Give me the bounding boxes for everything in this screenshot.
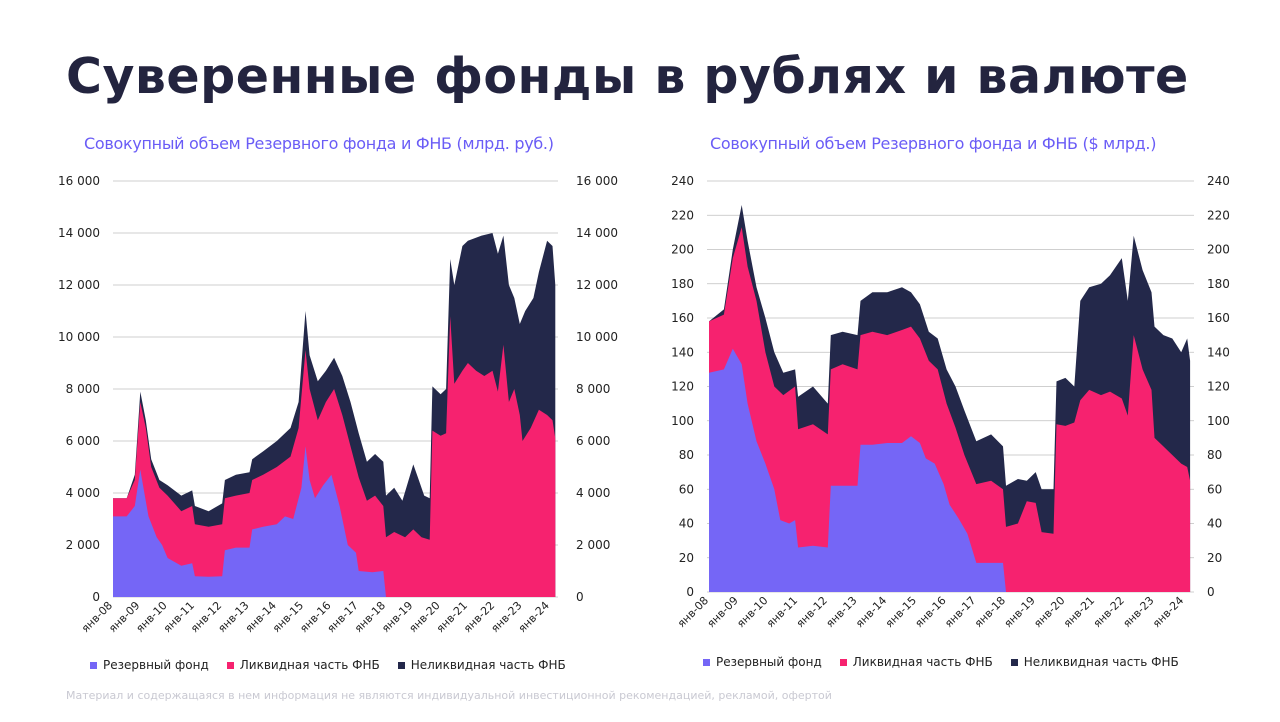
legend-label: Неликвидная часть ФНБ xyxy=(410,658,566,672)
y-tick-label-left: 10 000 xyxy=(58,330,100,344)
area-series-reserve xyxy=(113,446,561,597)
y-tick-label-right: 12 000 xyxy=(576,278,618,292)
y-tick-label-right: 10 000 xyxy=(576,330,618,344)
y-tick-label-left: 2 000 xyxy=(66,538,100,552)
area-series-liquid xyxy=(113,316,556,597)
disclaimer: Материал и содержащаяся в нем информация… xyxy=(66,689,832,702)
legend-item-liquid: Ликвидная часть ФНБ xyxy=(839,655,993,669)
legend-swatch-illiquid xyxy=(397,661,405,669)
y-tick-label-left: 6 000 xyxy=(66,434,100,448)
y-tick-label-right: 8 000 xyxy=(576,382,610,396)
y-tick-label-left: 0 xyxy=(92,590,100,604)
chart-title-rub: Совокупный объем Резервного фонда и ФНБ … xyxy=(84,134,554,153)
y-tick-label-right: 14 000 xyxy=(576,226,618,240)
legend-item-liquid: Ликвидная часть ФНБ xyxy=(226,658,380,672)
legend-swatch-reserve xyxy=(90,661,97,669)
legend-label: Ликвидная часть ФНБ xyxy=(852,655,993,669)
legend-swatch-reserve xyxy=(703,658,710,666)
legend-swatch-illiquid xyxy=(1010,658,1018,666)
y-tick-label-left: 16 000 xyxy=(58,174,100,188)
y-tick-label-right: 2 000 xyxy=(576,538,610,552)
y-tick-label-left: 8 000 xyxy=(66,382,100,396)
y-tick-label-right: 4 000 xyxy=(576,486,610,500)
x-tick-label: янв-24 xyxy=(516,599,552,635)
legend-swatch-liquid xyxy=(839,658,847,666)
y-tick-label-right: 0 xyxy=(576,590,584,604)
y-tick-label-left: 14 000 xyxy=(58,226,100,240)
legend-rub: Резервный фонд Ликвидная часть ФНБ Нелик… xyxy=(90,658,584,672)
y-tick-label-left: 12 000 xyxy=(58,278,100,292)
legend-label: Неликвидная часть ФНБ xyxy=(1023,655,1179,669)
legend-item-illiquid: Неликвидная часть ФНБ xyxy=(1010,655,1179,669)
legend-swatch-liquid xyxy=(226,661,234,669)
legend-label: Резервный фонд xyxy=(103,658,209,672)
legend-label: Ликвидная часть ФНБ xyxy=(239,658,380,672)
legend-label: Резервный фонд xyxy=(716,655,822,669)
y-tick-label-right: 16 000 xyxy=(576,174,618,188)
legend-usd: Резервный фонд Ликвидная часть ФНБ Нелик… xyxy=(703,655,1197,669)
y-tick-label-left: 4 000 xyxy=(66,486,100,500)
y-tick-label-right: 6 000 xyxy=(576,434,610,448)
legend-item-reserve: Резервный фонд xyxy=(703,655,822,669)
legend-item-illiquid: Неликвидная часть ФНБ xyxy=(397,658,566,672)
legend-item-reserve: Резервный фонд xyxy=(90,658,209,672)
page-title: Суверенные фонды в рублях и валюте xyxy=(66,48,1189,105)
chart-title-usd: Совокупный объем Резервного фонда и ФНБ … xyxy=(710,134,1157,153)
